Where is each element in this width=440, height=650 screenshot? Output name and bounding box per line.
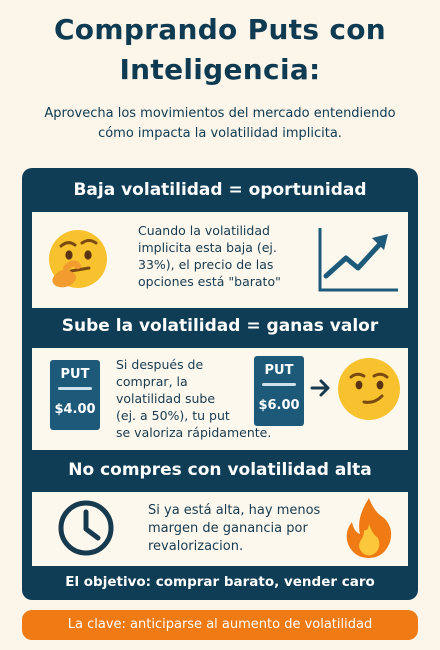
- smirking-face-icon: [338, 358, 400, 420]
- text-line: comprar, la: [116, 374, 188, 389]
- section-heading-high-volatility: No compres con volatilidad alta: [68, 460, 372, 480]
- text-line: margen de ganancia por: [148, 521, 308, 536]
- thinking-face-icon: [49, 230, 107, 288]
- put-divider: [262, 383, 296, 386]
- text-line: 33%), el precio de las: [138, 257, 274, 272]
- key-banner: La clave: anticiparse al aumento de vola…: [22, 610, 418, 640]
- put-card-after: PUT $6.00: [254, 356, 304, 426]
- text-line: opciones está "barato": [138, 274, 281, 289]
- title-line-2: Inteligencia:: [119, 53, 321, 86]
- put-label: PUT: [60, 367, 90, 382]
- text-line: se valoriza rápidamente.: [116, 425, 272, 440]
- text-line: Cuando la volatilidad: [138, 223, 270, 238]
- text-line: implicita esta baja (ej.: [138, 240, 277, 255]
- text-line: Si después de: [116, 357, 204, 372]
- put-price-before: $4.00: [54, 402, 96, 417]
- put-card-before: PUT $4.00: [50, 360, 100, 430]
- section-text-low-volatility: Cuando la volatilidad implicita esta baj…: [138, 222, 281, 290]
- fire-icon: [346, 498, 392, 558]
- text-line: (ej. a 50%), tu put: [116, 408, 230, 423]
- put-divider: [58, 387, 92, 390]
- section-panel-high-volatility: Si ya está alta, hay menos margen de gan…: [32, 492, 408, 566]
- section-heading-low-volatility: Baja volatilidad = oportunidad: [73, 180, 367, 200]
- section-panel-rising-volatility: PUT $4.00 Si después de comprar, la vola…: [32, 348, 408, 450]
- put-price-after: $6.00: [258, 398, 300, 413]
- text-line: revalorizacion.: [148, 539, 244, 554]
- subtitle-line-1: Aprovecha los movimientos del mercado en…: [44, 106, 396, 121]
- clock-icon: [58, 500, 114, 556]
- text-line: volatilidad sube: [116, 391, 216, 406]
- subtitle-line-2: cómo impacta la volatilidad implicita.: [98, 126, 342, 141]
- goal-statement: El objetivo: comprar barato, vender caro: [65, 574, 375, 590]
- text-line: Si ya está alta, hay menos: [148, 503, 321, 518]
- section-text-high-volatility: Si ya está alta, hay menos margen de gan…: [148, 502, 320, 556]
- section-panel-low-volatility: Cuando la volatilidad implicita esta baj…: [32, 212, 408, 308]
- info-card: Baja volatilidad = oportunidad Cuando la…: [22, 168, 418, 600]
- arrow-right-icon: [310, 379, 330, 397]
- section-text-rising-volatility: Si después de comprar, la volatilidad su…: [116, 356, 271, 441]
- title-line-1: Comprando Puts con: [53, 13, 387, 46]
- section-heading-rising-volatility: Sube la volatilidad = ganas valor: [61, 316, 379, 336]
- put-label: PUT: [264, 363, 294, 378]
- rising-chart-icon: [318, 228, 398, 292]
